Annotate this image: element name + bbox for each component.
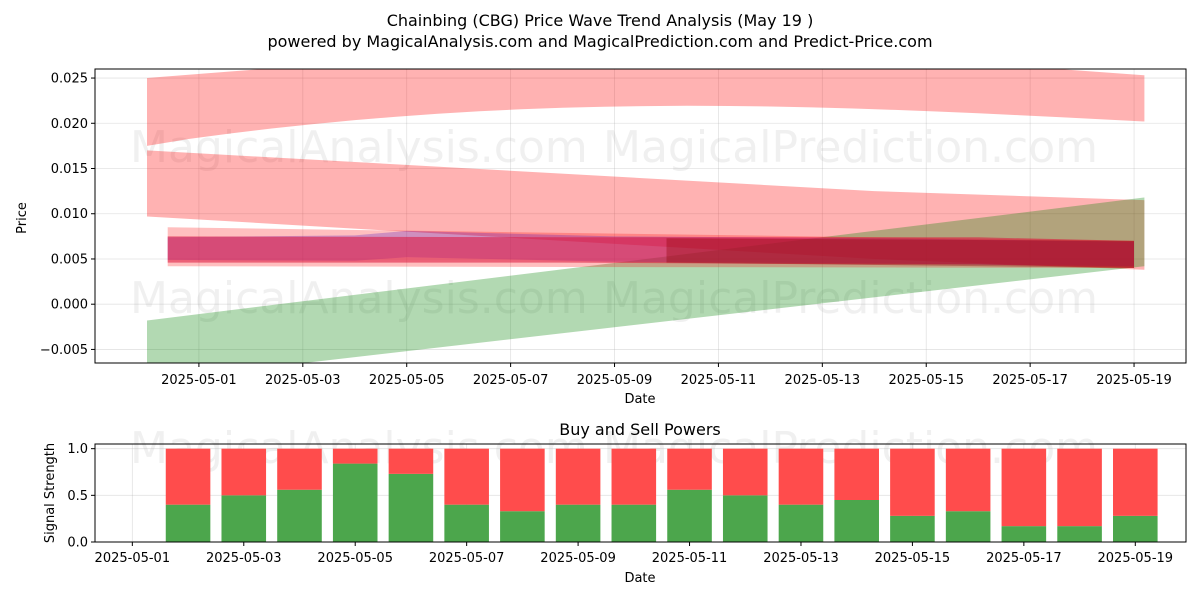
sell-bar [277, 448, 322, 490]
x-tick-label: 2025-05-07 [429, 551, 505, 566]
y-tick-label: 0.0 [67, 536, 88, 551]
x-tick-label: 2025-05-05 [317, 551, 393, 566]
chart-title: Chainbing (CBG) Price Wave Trend Analysi… [387, 11, 814, 30]
sell-bar [1057, 448, 1102, 527]
buy-bar [500, 511, 545, 542]
price-band [666, 238, 1134, 268]
y-tick-label: 0.010 [51, 207, 88, 222]
sell-bar [221, 448, 267, 496]
buy-bar [277, 489, 322, 542]
buy-bar [834, 500, 879, 542]
signal-y-axis-label: Signal Strength [43, 443, 58, 543]
sell-bar [778, 448, 824, 505]
x-tick-label: 2025-05-03 [265, 373, 341, 388]
x-tick-label: 2025-05-07 [473, 373, 549, 388]
x-tick-label: 2025-05-13 [763, 551, 839, 566]
price-chart-grid [95, 69, 1186, 363]
x-tick-label: 2025-05-17 [986, 551, 1062, 566]
watermark-text: MagicalAnalysis.com [130, 273, 588, 324]
buy-bar [555, 504, 601, 542]
x-tick-label: 2025-05-01 [161, 373, 237, 388]
x-tick-label: 2025-05-11 [681, 373, 757, 388]
y-tick-label: 0.000 [51, 298, 88, 313]
price-chart-frame [94, 68, 1187, 364]
y-tick-label: 0.5 [67, 489, 88, 504]
buy-bar [945, 511, 991, 542]
price-chart-ticks: 2025-05-01 2025-05-03 2025-05-05 2025-05-07… [40, 72, 1172, 388]
signal-chart-frame [94, 443, 1187, 543]
x-tick-label: 2025-05-09 [577, 373, 653, 388]
buy-bar [444, 504, 489, 542]
x-tick-label: 2025-05-09 [540, 551, 616, 566]
watermark-text: MagicalPrediction.com [603, 122, 1098, 173]
sell-bar [834, 448, 879, 500]
buy-bar [1057, 526, 1102, 542]
y-tick-label: 0.025 [51, 72, 88, 87]
x-tick-label: 2025-05-11 [652, 551, 728, 566]
buy-bar [388, 473, 434, 542]
x-tick-label: 2025-05-01 [95, 551, 171, 566]
signal-bars [165, 448, 1158, 542]
x-tick-label: 2025-05-05 [369, 373, 445, 388]
buy-bar [1113, 515, 1158, 542]
x-tick-label: 2025-05-13 [785, 373, 861, 388]
price-band [167, 236, 1134, 268]
buy-bar [1001, 526, 1047, 542]
y-tick-label: 0.005 [51, 252, 88, 267]
x-tick-label: 2025-05-19 [1098, 551, 1174, 566]
watermark-text: MagicalAnalysis.com [130, 122, 588, 173]
y-tick-label: 0.020 [51, 117, 88, 132]
x-tick-label: 2025-05-15 [875, 551, 951, 566]
bar-chart-title: Buy and Sell Powers [559, 420, 721, 439]
buy-bar [165, 504, 211, 542]
x-tick-label: 2025-05-17 [992, 373, 1068, 388]
sell-bar [1113, 448, 1158, 516]
signal-chart-ticks: 2025-05-01 2025-05-03 2025-05-05 2025-05-07… [67, 442, 1173, 566]
price-y-axis-label: Price [15, 202, 30, 234]
sell-bar [890, 448, 935, 516]
buy-bar [611, 504, 657, 542]
chart-subtitle: powered by MagicalAnalysis.com and Magic… [267, 32, 932, 51]
sell-bar [1001, 448, 1047, 527]
sell-bar [945, 448, 991, 512]
buy-bar [332, 463, 378, 542]
price-bands [147, 69, 1145, 363]
y-tick-label: 0.015 [51, 162, 88, 177]
sell-bar [444, 448, 489, 505]
price-band [147, 69, 1145, 146]
x-tick-label: 2025-05-03 [206, 551, 282, 566]
x-tick-label: 2025-05-15 [888, 373, 964, 388]
sell-bar [611, 448, 657, 505]
buy-bar [221, 495, 267, 542]
sell-bar [165, 448, 211, 505]
watermark-text: MagicalPrediction.com [603, 273, 1098, 324]
buy-bar [778, 504, 824, 542]
y-tick-label: 1.0 [67, 442, 88, 457]
buy-bar [667, 489, 712, 542]
sell-bar [555, 448, 601, 505]
sell-bar [500, 448, 545, 512]
buy-bar [722, 495, 768, 542]
sell-bar [667, 448, 712, 490]
buy-bar [890, 515, 935, 542]
y-tick-label: −0.005 [40, 343, 88, 358]
price-x-axis-label: Date [624, 392, 655, 407]
sell-bar [722, 448, 768, 496]
sell-bar [388, 448, 434, 474]
sell-bar [332, 448, 378, 464]
signal-x-axis-label: Date [624, 571, 655, 586]
x-tick-label: 2025-05-19 [1096, 373, 1172, 388]
